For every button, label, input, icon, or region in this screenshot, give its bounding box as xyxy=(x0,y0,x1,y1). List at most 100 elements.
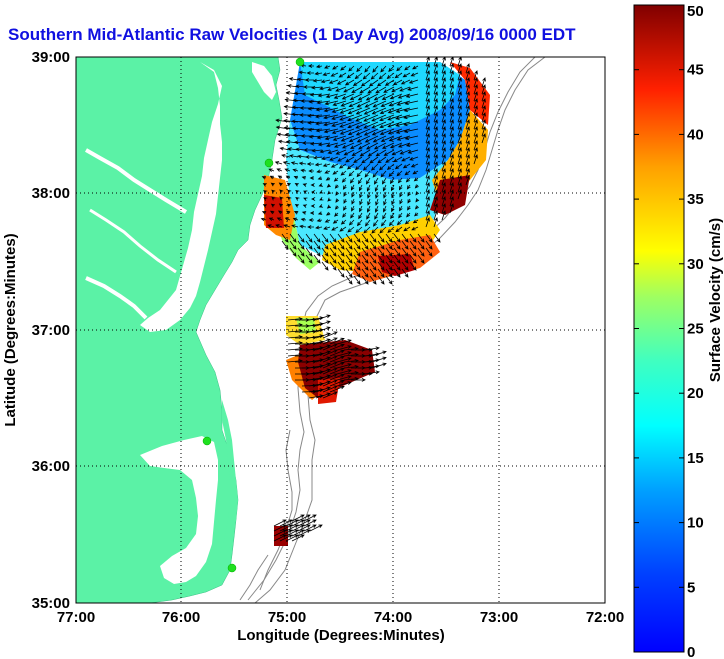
velocity-vector xyxy=(441,91,446,102)
velocity-vector xyxy=(433,140,438,151)
velocity-vector xyxy=(315,392,331,399)
velocity-vector xyxy=(322,385,338,393)
velocity-vector xyxy=(315,225,323,230)
velocity-vector xyxy=(405,93,419,98)
velocity-vector xyxy=(377,156,387,164)
velocity-vector xyxy=(329,254,337,264)
velocity-vector xyxy=(315,356,331,363)
velocity-vector xyxy=(371,350,387,357)
velocity-vector xyxy=(388,219,395,227)
velocity-vector xyxy=(382,212,387,220)
velocity-vector xyxy=(377,268,385,278)
velocity-vector xyxy=(465,147,470,158)
velocity-vector xyxy=(457,63,462,74)
velocity-vector xyxy=(339,226,347,232)
velocity-vector xyxy=(433,91,438,102)
velocity-vector xyxy=(324,100,339,106)
velocity-vector xyxy=(295,196,300,201)
velocity-vector xyxy=(262,204,268,208)
velocity-vector xyxy=(316,218,323,223)
velocity-vector xyxy=(414,205,419,210)
velocity-vector xyxy=(351,198,355,205)
velocity-field-south xyxy=(274,526,288,546)
velocity-vector xyxy=(473,98,478,109)
velocity-vector xyxy=(336,381,352,387)
velocity-vector xyxy=(387,114,403,121)
velocity-vector xyxy=(327,197,332,202)
velocity-vector xyxy=(309,176,315,180)
velocity-vector xyxy=(313,233,321,243)
velocity-vector xyxy=(329,343,345,351)
velocity-vector xyxy=(299,113,315,117)
velocity-vector xyxy=(457,112,462,123)
velocity-vector xyxy=(313,247,321,257)
velocity-vector xyxy=(380,100,395,107)
velocity-vector xyxy=(441,98,446,109)
velocity-vector xyxy=(385,254,393,264)
velocity-vector xyxy=(377,275,385,285)
velocity-vector xyxy=(357,93,371,101)
velocity-vector xyxy=(433,168,438,179)
velocity-vector xyxy=(355,121,371,129)
velocity-vector xyxy=(465,112,470,123)
velocity-vector xyxy=(465,140,470,151)
velocity-vector xyxy=(411,226,419,231)
velocity-vector xyxy=(395,114,411,120)
velocity-vector xyxy=(307,225,315,229)
velocity-vector xyxy=(348,100,363,108)
velocity-vector xyxy=(433,147,438,158)
velocity-vector xyxy=(273,524,287,532)
james-river xyxy=(85,276,148,320)
velocity-vector xyxy=(307,127,323,132)
velocity-vector xyxy=(293,211,299,215)
velocity-vector xyxy=(353,254,361,264)
velocity-vector xyxy=(353,156,363,164)
velocity-vector xyxy=(481,126,486,137)
velocity-vector xyxy=(449,105,454,116)
velocity-vector xyxy=(457,189,462,200)
velocity-vector xyxy=(363,114,379,122)
velocity-vector xyxy=(284,168,291,172)
velocity-vector xyxy=(331,114,347,121)
velocity-vector xyxy=(433,70,438,81)
velocity-vector xyxy=(399,205,403,212)
velocity-vector xyxy=(374,212,379,220)
velocity-vector xyxy=(260,217,267,222)
map-title: Southern Mid-Atlantic Raw Velocities (1 … xyxy=(8,25,576,44)
velocity-vector xyxy=(433,98,438,109)
velocity-vector xyxy=(457,182,462,193)
colorbar-tick-label: 20 xyxy=(687,385,704,402)
velocity-vector xyxy=(299,120,315,124)
velocity-vector xyxy=(433,105,438,116)
velocity-vector xyxy=(283,224,291,228)
velocity-vector xyxy=(341,93,355,100)
velocity-vector xyxy=(311,85,323,90)
velocity-vector xyxy=(441,57,446,67)
velocity-vector xyxy=(392,79,403,86)
velocity-vector xyxy=(393,156,403,163)
velocity-vector xyxy=(433,189,438,200)
velocity-vector xyxy=(385,247,393,257)
velocity-vector xyxy=(359,191,363,199)
velocity-vector xyxy=(279,146,291,151)
velocity-vector xyxy=(364,370,380,375)
velocity-vector xyxy=(275,118,291,123)
velocity-vector xyxy=(316,169,323,174)
velocity-vector xyxy=(289,240,297,250)
velocity-vector xyxy=(366,184,371,192)
velocity-vector xyxy=(345,268,353,278)
velocity-vector xyxy=(385,275,393,285)
velocity-vector xyxy=(351,149,363,156)
velocity-vector xyxy=(297,529,311,537)
velocity-vector xyxy=(403,226,411,232)
radar-site-marker xyxy=(202,436,212,446)
velocity-vector xyxy=(297,524,311,532)
velocity-vector xyxy=(345,233,353,243)
velocity-vector xyxy=(329,233,337,243)
velocity-vector xyxy=(303,197,308,202)
velocity-vector xyxy=(441,70,446,81)
velocity-vector xyxy=(269,175,275,180)
velocity-vector xyxy=(345,240,353,250)
velocity-vector xyxy=(449,168,454,179)
